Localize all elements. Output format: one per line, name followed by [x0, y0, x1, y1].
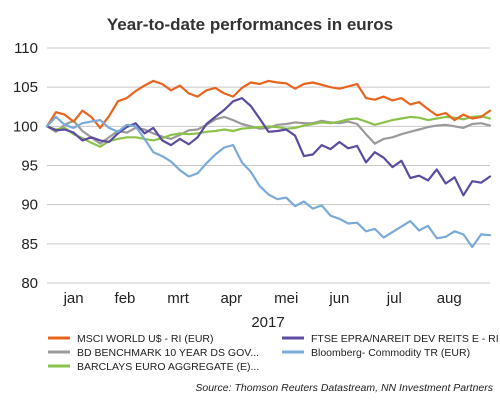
x-tick-label: jun — [328, 290, 349, 307]
y-tick-label: 95 — [21, 158, 38, 175]
y-tick-label: 105 — [13, 79, 38, 96]
y-tick-label: 80 — [21, 275, 38, 292]
x-tick-label: mei — [274, 290, 298, 307]
legend-label: MSCI WORLD U$ - RI (EUR) — [77, 333, 214, 345]
x-tick-label: jan — [63, 290, 84, 307]
x-axis-ticks: jan feb mrt apr mei jun jul aug — [63, 290, 462, 307]
x-tick-label: jul — [386, 290, 402, 307]
legend: MSCI WORLD U$ - RI (EUR) FTSE EPRA/NAREIT… — [48, 333, 499, 373]
y-tick-label: 85 — [21, 236, 38, 253]
series-line-2 — [45, 115, 492, 148]
x-axis-label: 2017 — [251, 314, 284, 331]
chart-title: Year-to-date performances in euros — [107, 15, 393, 34]
y-tick-label: 90 — [21, 197, 38, 214]
x-tick-label: mrt — [167, 290, 189, 307]
x-tick-label: apr — [220, 290, 242, 307]
series-line-3 — [45, 96, 492, 197]
grid — [47, 47, 490, 284]
legend-label: BD BENCHMARK 10 YEAR DS GOV... — [77, 347, 259, 359]
series-line-4 — [45, 115, 492, 249]
y-axis-ticks: 80 85 90 95 100 105 110 — [13, 40, 38, 292]
legend-label: FTSE EPRA/NAREIT DEV REITS E - RI — [311, 333, 499, 345]
y-tick-label: 110 — [14, 40, 38, 57]
series-line-0 — [45, 79, 492, 130]
y-tick-label: 100 — [13, 118, 38, 135]
legend-label: BARCLAYS EURO AGGREGATE (E)... — [77, 361, 259, 373]
x-tick-label: feb — [115, 290, 136, 307]
source-note: Source: Thomson Reuters Datastream, NN I… — [195, 382, 493, 394]
legend-label: Bloomberg- Commodity TR (EUR) — [311, 347, 470, 359]
x-tick-label: aug — [437, 290, 462, 307]
series — [45, 79, 492, 249]
